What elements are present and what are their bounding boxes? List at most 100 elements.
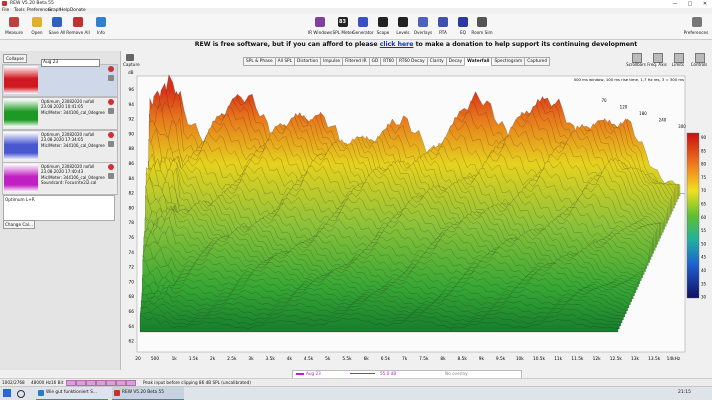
taskbar-icon — [38, 390, 44, 396]
graph-control-button[interactable]: Scrollbars — [626, 53, 646, 68]
measurement-text: Optimum_23082020 nofall — [41, 99, 95, 104]
change-cal-button[interactable]: Change Cal... — [3, 220, 35, 229]
toolbar-icon — [378, 17, 388, 27]
x-tick-label: 10.5k — [533, 356, 546, 362]
graph-control-button[interactable]: Freq. Axis — [647, 53, 667, 68]
toolbar-button[interactable]: Scope — [373, 16, 393, 38]
graph-tab[interactable]: Captured — [524, 57, 551, 66]
toolbar-button[interactable]: EQ — [453, 16, 473, 38]
lock-icon[interactable] — [108, 108, 114, 114]
toolbar-button[interactable]: Generator — [352, 16, 374, 38]
graph-tab[interactable]: SPL & Phase — [243, 57, 276, 66]
toolbar-button[interactable]: Info — [91, 16, 111, 38]
measurement-entry[interactable]: Optimum_23082020 nofall 23.08.2020 10:41:… — [2, 97, 118, 130]
measurement-text: Soundcard: Focusrite2i2.cal — [41, 179, 97, 185]
capture-icon[interactable] — [126, 54, 134, 61]
toolbar-label: Levels — [396, 30, 410, 35]
x-tick-label: 11.5k — [571, 356, 584, 362]
lock-icon[interactable] — [108, 75, 114, 81]
level-indicator — [86, 380, 96, 386]
colorbar-tick-label: 60 — [701, 215, 707, 220]
graph-tab[interactable]: RT60 Decay — [396, 57, 428, 66]
menu-cell[interactable]: File — [2, 8, 9, 13]
taskbar-item[interactable]: REW V5.20 Beta 55 — [112, 387, 184, 400]
menu-item: Graph — [48, 8, 62, 13]
toolbar-label: Measure — [5, 30, 23, 35]
toolbar-label: Preferences — [683, 30, 709, 35]
toolbar-label: Remove All — [66, 30, 90, 35]
measurement-entry[interactable]: Optimum_23082020 nofall 23.08.2020 17:40:… — [2, 162, 118, 195]
toolbar-button[interactable]: Open — [27, 16, 47, 38]
measurement-text: Aug 23 — [41, 59, 100, 67]
remove-icon[interactable] — [108, 164, 114, 170]
toolbar-button[interactable]: Save All — [47, 16, 67, 38]
lock-icon[interactable] — [108, 173, 114, 179]
graph-tab[interactable]: Distortion — [294, 57, 322, 66]
graph-control-button[interactable]: Limits — [668, 53, 688, 68]
toolbar-icon — [477, 17, 487, 27]
legend-swatch — [296, 373, 304, 375]
level-indicator — [126, 380, 136, 386]
measurement-text: Mic/Meter: 344106_cal_0degree — [41, 109, 105, 115]
graph-tab[interactable]: Impulse — [320, 57, 344, 66]
measurement-text: Mic/Meter: 344106_cal_0degree — [41, 142, 105, 148]
window-button[interactable]: — — [672, 1, 678, 7]
toolbar-button[interactable]: 83 SPL Meter — [333, 16, 353, 38]
graph-tab[interactable]: Filtered IR — [342, 57, 370, 66]
menu-cell[interactable]: Preferences — [27, 8, 52, 13]
collapse-button[interactable]: Collapse — [3, 54, 27, 63]
toolbar-button[interactable]: Measure — [4, 16, 24, 38]
graph-tab[interactable]: Decay — [445, 57, 466, 66]
start-button[interactable] — [3, 389, 11, 397]
toolbar-button[interactable]: RTA — [433, 16, 453, 38]
x-tick-label: 8.5k — [458, 356, 468, 362]
toolbar-button[interactable]: Room Sim — [471, 16, 493, 38]
menu-cell[interactable]: Tools — [14, 8, 25, 13]
search-button[interactable] — [17, 390, 25, 398]
axis-unit: dB — [128, 70, 134, 75]
toolbar-button[interactable]: Preferences — [682, 16, 710, 38]
taskbar-item[interactable]: Wie gut funktioniert S... — [36, 387, 108, 400]
notes-box: Optimum L+R — [3, 195, 115, 221]
graph-tab[interactable]: Spectrogram — [491, 57, 526, 66]
measurement-entry[interactable]: Aug 23 — [2, 59, 118, 97]
depth-tick-label: 180 — [639, 111, 647, 116]
lock-icon[interactable] — [108, 141, 114, 147]
graph-tab[interactable]: RT60 — [380, 57, 398, 66]
toolbar-icon — [458, 17, 468, 27]
graph-tab[interactable]: Clarity — [426, 57, 447, 66]
x-tick-label: 20 — [135, 356, 141, 362]
measurement-entry[interactable]: Optimum_23082020 nofall 23.08.2020 17:34:… — [2, 130, 118, 163]
toolbar-button[interactable]: Overlays — [413, 16, 433, 38]
toolbar-label: IR Windows — [307, 30, 333, 35]
toolbar-label: Open — [31, 30, 43, 35]
graph-tab[interactable]: Waterfall — [464, 57, 493, 66]
banner-link[interactable]: click here — [379, 41, 414, 48]
x-tick-label: 7k — [402, 356, 408, 362]
status-samples: 1002/2768 — [2, 380, 25, 385]
menu-cell[interactable]: Graph — [48, 8, 61, 13]
toolbar-button[interactable]: Remove All — [66, 16, 90, 38]
colorbar-tick-label: 55 — [701, 228, 707, 233]
toolbar-button[interactable]: IR Windows — [308, 16, 332, 38]
toolbar-label: Save All — [48, 30, 66, 35]
toolbar-button[interactable]: Levels — [393, 16, 413, 38]
toolbar-label: Info — [97, 30, 105, 35]
remove-icon[interactable] — [108, 99, 114, 105]
y-tick-label: 62 — [129, 339, 135, 345]
x-tick-label: 1.5k — [189, 356, 199, 362]
graph-control-button[interactable]: Controls — [689, 53, 709, 68]
window-button[interactable]: □ — [687, 1, 693, 7]
graph-control-label: Scrollbars — [626, 62, 646, 67]
status-message: Peak input before clipping 86 dB SPL (un… — [143, 380, 251, 385]
remove-icon[interactable] — [108, 132, 114, 138]
graph-tab[interactable]: All SPL — [274, 57, 296, 66]
toolbar-label: Room Sim — [471, 30, 493, 35]
depth-tick-label: 120 — [620, 105, 628, 110]
menu-cell[interactable]: Donate — [70, 8, 86, 13]
menu-cell[interactable]: Help — [60, 8, 70, 13]
banner-text: to make a donation to help support its c… — [413, 41, 638, 48]
graph-control-label: Controls — [690, 62, 708, 67]
remove-icon[interactable] — [108, 66, 114, 72]
window-button[interactable]: ✕ — [702, 1, 708, 7]
